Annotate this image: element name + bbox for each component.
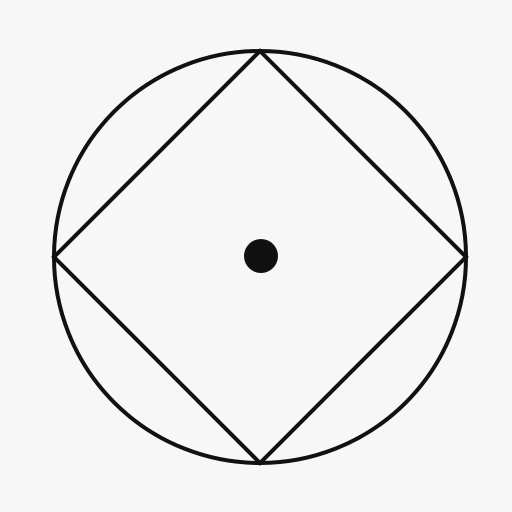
inscribed-diamond <box>51 48 469 466</box>
center-dot <box>244 239 278 273</box>
